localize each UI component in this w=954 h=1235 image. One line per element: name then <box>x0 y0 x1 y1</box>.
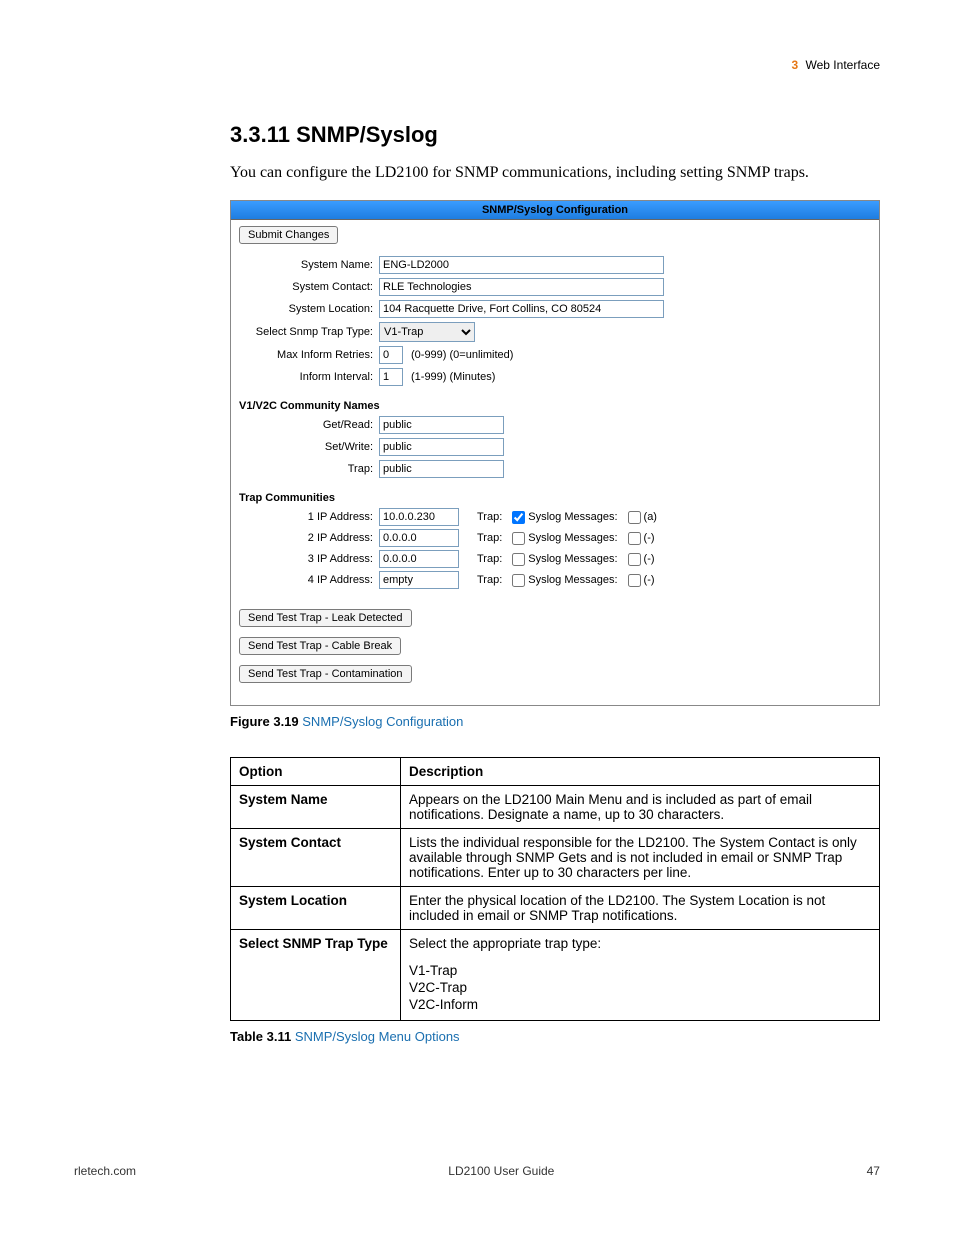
chapter-number: 3 <box>791 58 798 72</box>
page-footer: rletech.com LD2100 User Guide 47 <box>74 1164 880 1178</box>
figure-caption: Figure 3.19 SNMP/Syslog Configuration <box>230 714 880 729</box>
trap-community-row: 2 IP Address: Trap: Syslog Messages: (-) <box>239 529 871 547</box>
system-name-input[interactable] <box>379 256 664 274</box>
ip-address-input[interactable] <box>379 550 459 568</box>
table-row: Select SNMP Trap TypeSelect the appropri… <box>231 930 880 1021</box>
ip-address-input[interactable] <box>379 529 459 547</box>
ip-address-label: 3 IP Address: <box>239 553 379 565</box>
inform-interval-label: Inform Interval: <box>239 371 379 383</box>
get-read-label: Get/Read: <box>239 419 379 431</box>
footer-left: rletech.com <box>74 1164 136 1178</box>
trap-type-item: V1-Trap <box>409 963 871 978</box>
table-caption: Table 3.11 SNMP/Syslog Menu Options <box>230 1029 880 1044</box>
trap-checkbox[interactable] <box>512 532 525 545</box>
footer-right: 47 <box>867 1164 880 1178</box>
syslog-checkbox[interactable] <box>628 574 641 587</box>
set-write-label: Set/Write: <box>239 441 379 453</box>
ip-address-input[interactable] <box>379 571 459 589</box>
syslog-checkbox[interactable] <box>628 511 641 524</box>
trap-checkbox[interactable] <box>512 574 525 587</box>
syslog-label: Syslog Messages: <box>528 511 617 523</box>
trap-checkbox[interactable] <box>512 511 525 524</box>
system-contact-input[interactable] <box>379 278 664 296</box>
page-header: 3 Web Interface <box>74 58 880 72</box>
description-cell: Enter the physical location of the LD210… <box>401 887 880 930</box>
set-write-input[interactable] <box>379 438 504 456</box>
table-number: Table 3.11 <box>230 1029 291 1044</box>
option-cell: System Name <box>231 786 401 829</box>
trap-type-select[interactable]: V1-Trap <box>379 322 475 342</box>
trap-community-input[interactable] <box>379 460 504 478</box>
trap-checkbox[interactable] <box>512 553 525 566</box>
intro-text: You can configure the LD2100 for SNMP co… <box>230 164 880 182</box>
chapter-title: Web Interface <box>806 58 880 72</box>
trap-suffix: (-) <box>644 532 655 544</box>
get-read-input[interactable] <box>379 416 504 434</box>
trap-suffix: (a) <box>644 511 657 523</box>
panel-banner: SNMP/Syslog Configuration <box>231 201 879 220</box>
trap-community-row: 3 IP Address: Trap: Syslog Messages: (-) <box>239 550 871 568</box>
system-location-input[interactable] <box>379 300 664 318</box>
max-retries-hint: (0-999) (0=unlimited) <box>411 349 513 361</box>
test-trap-cable-button[interactable]: Send Test Trap - Cable Break <box>239 637 401 655</box>
table-title: SNMP/Syslog Menu Options <box>295 1029 460 1044</box>
test-trap-leak-button[interactable]: Send Test Trap - Leak Detected <box>239 609 412 627</box>
ip-address-label: 1 IP Address: <box>239 511 379 523</box>
table-row: System NameAppears on the LD2100 Main Me… <box>231 786 880 829</box>
trap-community-label: Trap: <box>239 463 379 475</box>
trap-type-label: Select Snmp Trap Type: <box>239 326 379 338</box>
figure-title: SNMP/Syslog Configuration <box>302 714 463 729</box>
syslog-checkbox[interactable] <box>628 532 641 545</box>
th-option: Option <box>231 758 401 786</box>
option-cell: System Location <box>231 887 401 930</box>
description-cell: Select the appropriate trap type:V1-Trap… <box>401 930 880 1021</box>
syslog-label: Syslog Messages: <box>528 553 617 565</box>
table-row: System LocationEnter the physical locati… <box>231 887 880 930</box>
system-location-label: System Location: <box>239 303 379 315</box>
th-description: Description <box>401 758 880 786</box>
trap-label: Trap: <box>477 553 502 565</box>
trap-suffix: (-) <box>644 553 655 565</box>
trap-suffix: (-) <box>644 574 655 586</box>
inform-interval-input[interactable] <box>379 368 403 386</box>
inform-interval-hint: (1-999) (Minutes) <box>411 371 495 383</box>
community-section-header: V1/V2C Community Names <box>239 400 871 412</box>
trap-label: Trap: <box>477 511 502 523</box>
description-cell: Appears on the LD2100 Main Menu and is i… <box>401 786 880 829</box>
trap-communities-header: Trap Communities <box>239 492 871 504</box>
section-heading: 3.3.11 SNMP/Syslog <box>230 122 880 148</box>
system-contact-label: System Contact: <box>239 281 379 293</box>
syslog-label: Syslog Messages: <box>528 532 617 544</box>
description-cell: Lists the individual responsible for the… <box>401 829 880 887</box>
syslog-label: Syslog Messages: <box>528 574 617 586</box>
trap-type-item: V2C-Trap <box>409 980 871 995</box>
ip-address-label: 2 IP Address: <box>239 532 379 544</box>
test-trap-contamination-button[interactable]: Send Test Trap - Contamination <box>239 665 412 683</box>
figure-number: Figure 3.19 <box>230 714 299 729</box>
system-name-label: System Name: <box>239 259 379 271</box>
submit-changes-button[interactable]: Submit Changes <box>239 226 338 244</box>
table-row: System ContactLists the individual respo… <box>231 829 880 887</box>
option-cell: System Contact <box>231 829 401 887</box>
trap-label: Trap: <box>477 574 502 586</box>
config-panel: SNMP/Syslog Configuration Submit Changes… <box>230 200 880 706</box>
max-retries-input[interactable] <box>379 346 403 364</box>
max-retries-label: Max Inform Retries: <box>239 349 379 361</box>
options-table: Option Description System NameAppears on… <box>230 757 880 1021</box>
trap-community-row: 4 IP Address: Trap: Syslog Messages: (-) <box>239 571 871 589</box>
trap-type-item: V2C-Inform <box>409 997 871 1012</box>
trap-label: Trap: <box>477 532 502 544</box>
trap-community-row: 1 IP Address: Trap: Syslog Messages: (a) <box>239 508 871 526</box>
option-cell: Select SNMP Trap Type <box>231 930 401 1021</box>
ip-address-label: 4 IP Address: <box>239 574 379 586</box>
footer-center: LD2100 User Guide <box>448 1164 554 1178</box>
syslog-checkbox[interactable] <box>628 553 641 566</box>
ip-address-input[interactable] <box>379 508 459 526</box>
